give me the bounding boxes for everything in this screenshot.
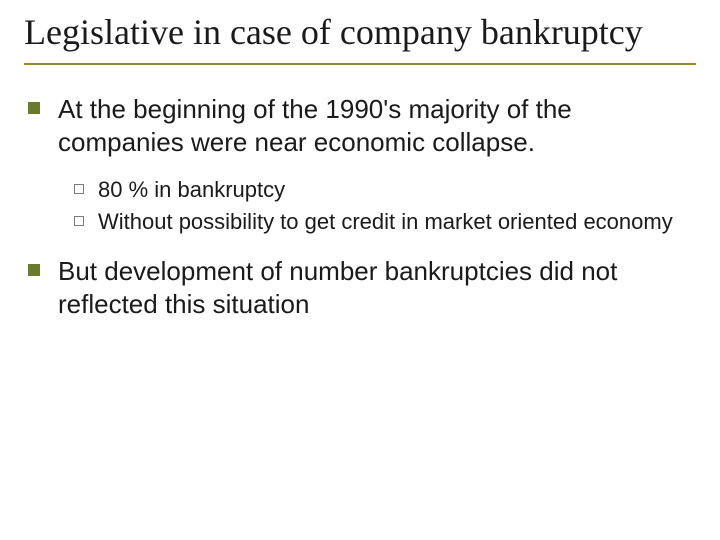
- slide: Legislative in case of company bankruptc…: [0, 0, 720, 540]
- bullet-level1: But development of number bankruptcies d…: [28, 255, 696, 320]
- sub-bullet-block: 80 % in bankruptcy Without possibility t…: [28, 176, 696, 235]
- bullet-level2: 80 % in bankruptcy: [28, 176, 696, 204]
- bullet-level2: Without possibility to get credit in mar…: [28, 208, 696, 236]
- square-bullet-icon: [28, 264, 40, 276]
- hollow-square-bullet-icon: [74, 216, 84, 226]
- bullet-text: 80 % in bankruptcy: [98, 176, 285, 204]
- hollow-square-bullet-icon: [74, 184, 84, 194]
- bullet-text: At the beginning of the 1990's majority …: [58, 93, 696, 158]
- bullet-text: But development of number bankruptcies d…: [58, 255, 696, 320]
- slide-body: At the beginning of the 1990's majority …: [24, 93, 696, 320]
- square-bullet-icon: [28, 102, 40, 114]
- slide-title: Legislative in case of company bankruptc…: [24, 12, 696, 65]
- bullet-level1: At the beginning of the 1990's majority …: [28, 93, 696, 158]
- bullet-text: Without possibility to get credit in mar…: [98, 208, 673, 236]
